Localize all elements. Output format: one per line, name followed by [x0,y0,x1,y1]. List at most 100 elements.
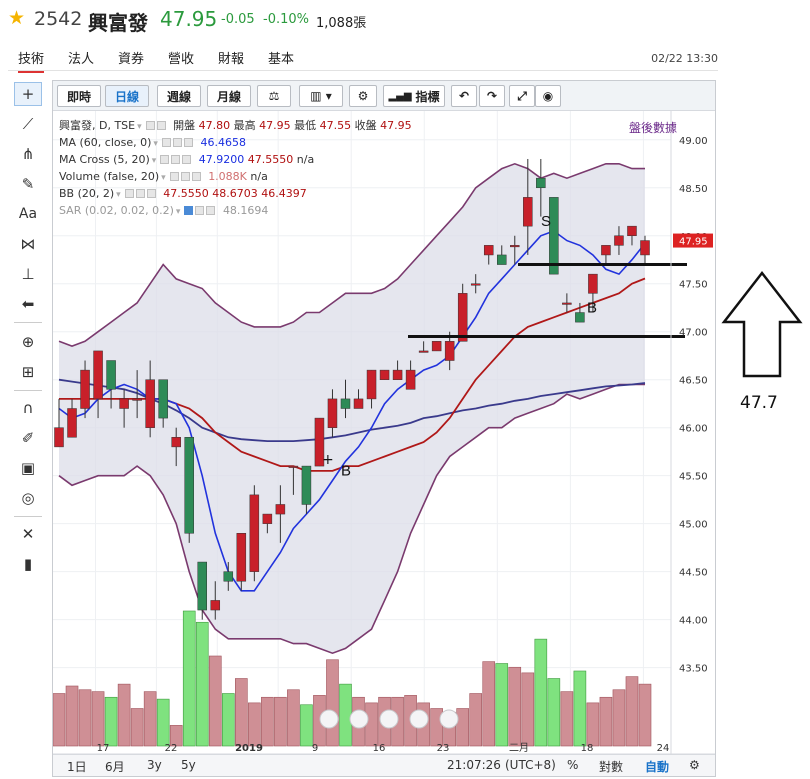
range-bar: 1日 6月 3y 5y 21:07:26 (UTC+8) % 對數 自動 ⚙ [53,754,715,776]
legend-toggle-icon[interactable] [169,172,179,181]
legend-toggle-icon[interactable] [160,155,170,164]
pitchfork-icon[interactable]: ⋔ [21,145,35,163]
price-chart[interactable]: B+SB49.0048.5048.0047.5047.0046.5046.004… [53,111,715,754]
candle-body [627,225,637,237]
legend-dropdown-icon[interactable]: ▾ [161,173,166,183]
camera-icon[interactable]: ◉ [535,85,561,107]
lock-icon[interactable]: ▣ [20,459,36,477]
y-tick-label: 44.50 [679,568,708,579]
x-tick-label: 2019 [235,743,263,754]
brush-icon[interactable]: ✎ [21,175,35,193]
arrow-left-icon[interactable]: ⬅ [21,295,35,313]
tools-icon[interactable]: ✕ [21,525,35,543]
legend-dropdown-icon[interactable]: ▾ [151,156,157,166]
x-tick-label: 16 [373,743,386,754]
candle-type-icon[interactable]: ▥ ▾ [299,85,343,107]
percent-toggle[interactable]: % [567,758,579,772]
settings-icon[interactable]: ⚙ [349,85,377,107]
volume-bar [300,704,313,747]
volume-bar [573,670,587,747]
fullscreen-icon[interactable]: ⤢ [509,85,535,107]
tab-margin[interactable]: 資券 [118,52,145,67]
last-price-tag-label: 47.95 [679,237,708,248]
volume-bar [521,672,535,747]
volume-bar [326,659,339,747]
legend-toggle-icon[interactable] [184,206,194,215]
indicators-button[interactable]: ▂▄▆ 指標 [383,85,445,107]
volume-bar [274,696,287,747]
timezone[interactable]: (UTC+8) [505,758,556,772]
legend-settings-icon[interactable] [180,172,190,181]
tab-financials[interactable]: 財報 [218,52,245,67]
volume-bar [221,693,235,747]
button-weekly[interactable]: 週線 [157,85,201,107]
legend-remove-icon[interactable] [183,138,193,147]
legend-dropdown-icon[interactable]: ▾ [137,122,142,132]
legend-settings-icon[interactable] [195,206,205,215]
tab-divider [8,70,718,71]
legend-dropdown-icon[interactable]: ▾ [153,139,158,149]
legend-dropdown-icon[interactable]: ▾ [116,190,121,200]
button-daily[interactable]: 日線 [105,85,149,107]
legend-settings-icon[interactable] [172,138,182,147]
legend-toggle-icon[interactable] [124,189,134,198]
crosshair-icon[interactable]: + [14,82,42,106]
tab-basic[interactable]: 基本 [268,52,295,67]
legend-remove-icon[interactable] [182,155,192,164]
candle-body [353,398,364,409]
legend-toggle-icon[interactable] [145,121,155,130]
legend-settings-icon[interactable] [135,189,145,198]
tab-institutional[interactable]: 法人 [68,52,95,67]
candle-body [93,350,103,400]
legend-bb: BB (20, 2) ▾ 47.5550 48.6703 46.4397 [59,185,412,202]
legend-settings-icon[interactable] [156,121,166,130]
button-intraday[interactable]: 即時 [57,85,101,107]
volume-bar [235,678,248,747]
trendline-icon[interactable]: ⟋ [22,115,34,133]
legend-dropdown-icon[interactable]: ▾ [175,207,181,217]
compare-icon[interactable]: ⚖ [257,85,291,107]
legend-settings-icon[interactable] [171,155,181,164]
redo-icon[interactable]: ↷ [479,85,505,107]
legend-toggle-icon[interactable] [161,138,171,147]
legend-remove-icon[interactable] [191,172,201,181]
range-1d[interactable]: 1日 [67,760,87,774]
text-tool-icon[interactable]: Aa [18,206,38,222]
datetime-label: 02/22 13:30 [651,52,718,65]
ruler-icon[interactable]: ⊞ [21,363,35,381]
after-hours-label[interactable]: 盤後數據 [628,121,677,135]
measure-icon[interactable]: ⊥ [21,265,35,283]
log-toggle[interactable]: 對數 [599,760,624,774]
pencil-lock-icon[interactable]: ✐ [21,429,35,447]
ma60-line [58,378,646,442]
legend-remove-icon[interactable] [206,206,216,215]
star-icon[interactable]: ★ [8,7,26,29]
auto-toggle[interactable]: 自動 [645,760,670,774]
magnet-icon[interactable]: ∩ [22,399,34,417]
candle-body [236,533,247,582]
pattern-icon[interactable]: ⋈ [20,235,36,253]
buy-signal-label-1: B [341,463,351,480]
range-3y[interactable]: 3y [147,758,162,772]
button-monthly[interactable]: 月線 [207,85,251,107]
candle-body [119,398,129,409]
settings-icon[interactable]: ⚙ [689,758,700,772]
range-5y[interactable]: 5y [181,758,196,772]
undo-icon[interactable]: ↶ [451,85,477,107]
zoom-icon[interactable]: ⊕ [21,333,35,351]
volume-bar [469,693,483,747]
trash-icon[interactable]: ▮ [23,555,33,573]
up-arrow-icon [721,270,803,378]
tab-revenue[interactable]: 營收 [168,52,195,67]
candle-body [379,369,390,380]
legend-volume-name: Volume (false, 20) [59,170,160,183]
tab-bar: 技術 法人 資券 營收 財報 基本 02/22 13:30 [0,44,810,73]
candle-body [392,369,403,380]
legend-remove-icon[interactable] [146,189,156,198]
volume-bar [456,708,469,747]
tab-technical[interactable]: 技術 [18,48,45,73]
range-6m[interactable]: 6月 [105,760,125,774]
eye-icon[interactable]: ◎ [21,489,35,507]
volume-bar [169,725,183,747]
volume-bar [482,661,496,747]
